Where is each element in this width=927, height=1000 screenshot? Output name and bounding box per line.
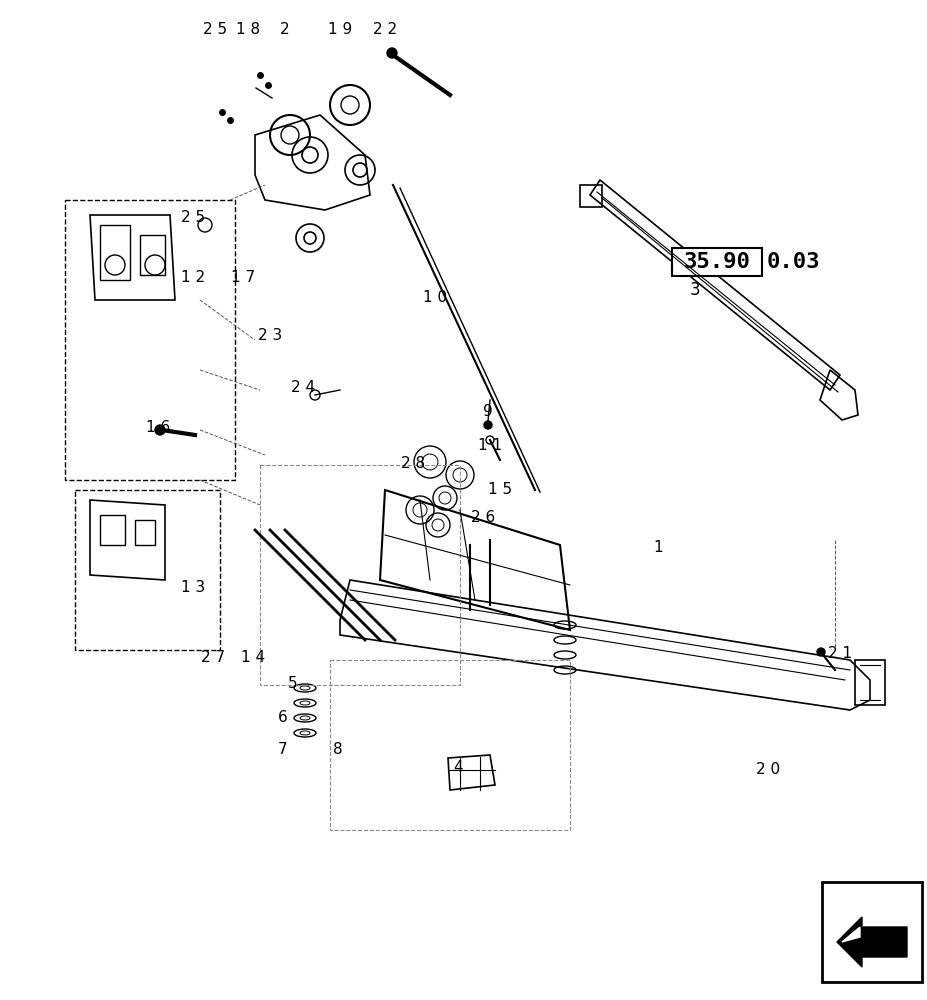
Text: 1 6: 1 6 [146, 420, 170, 436]
Polygon shape [836, 917, 906, 967]
Circle shape [484, 421, 491, 429]
Text: 2 0: 2 0 [756, 762, 780, 778]
Bar [330, 660, 569, 830]
Text: 4: 4 [452, 760, 463, 776]
Text: 2 3: 2 3 [258, 328, 282, 342]
Bar [100, 515, 125, 545]
Bar [65, 200, 235, 480]
Bar [100, 225, 130, 280]
Text: 2 8: 2 8 [400, 456, 425, 471]
Text: 35.90: 35.90 [683, 252, 750, 272]
Bar [134, 520, 155, 545]
Bar [260, 465, 460, 685]
Bar [821, 882, 921, 982]
Text: 1 3: 1 3 [181, 580, 205, 595]
Circle shape [155, 425, 165, 435]
Text: 9: 9 [483, 404, 492, 420]
Text: 3: 3 [689, 281, 700, 299]
Text: 1: 1 [653, 540, 662, 556]
Bar [75, 490, 220, 650]
Bar [854, 660, 884, 705]
Circle shape [816, 648, 824, 656]
Circle shape [387, 48, 397, 58]
Text: 2 5: 2 5 [203, 22, 227, 37]
Polygon shape [841, 927, 859, 942]
Text: 2 6: 2 6 [470, 510, 495, 526]
Text: 8: 8 [333, 742, 342, 758]
Text: 1 5: 1 5 [488, 483, 512, 497]
Text: 5: 5 [288, 676, 298, 690]
Text: 6: 6 [278, 710, 287, 726]
Text: 2 4: 2 4 [291, 380, 315, 395]
Text: 2 2: 2 2 [373, 22, 397, 37]
Text: 0.03: 0.03 [767, 252, 819, 272]
Text: 1 9: 1 9 [327, 22, 351, 37]
Text: 1 7: 1 7 [231, 270, 255, 286]
Text: 2: 2 [280, 22, 289, 37]
Text: 1 2: 1 2 [181, 270, 205, 286]
Text: 1 1: 1 1 [477, 438, 502, 452]
Text: 2 7: 2 7 [201, 650, 225, 666]
Bar [579, 185, 602, 207]
Text: 2 5: 2 5 [181, 211, 205, 226]
Text: 1 4: 1 4 [241, 650, 265, 666]
Bar [140, 235, 165, 275]
Text: 7: 7 [278, 742, 287, 758]
Text: 1 8: 1 8 [235, 22, 260, 37]
FancyBboxPatch shape [671, 248, 761, 276]
Text: 2 1: 2 1 [827, 646, 851, 660]
Text: 1 0: 1 0 [423, 290, 447, 306]
